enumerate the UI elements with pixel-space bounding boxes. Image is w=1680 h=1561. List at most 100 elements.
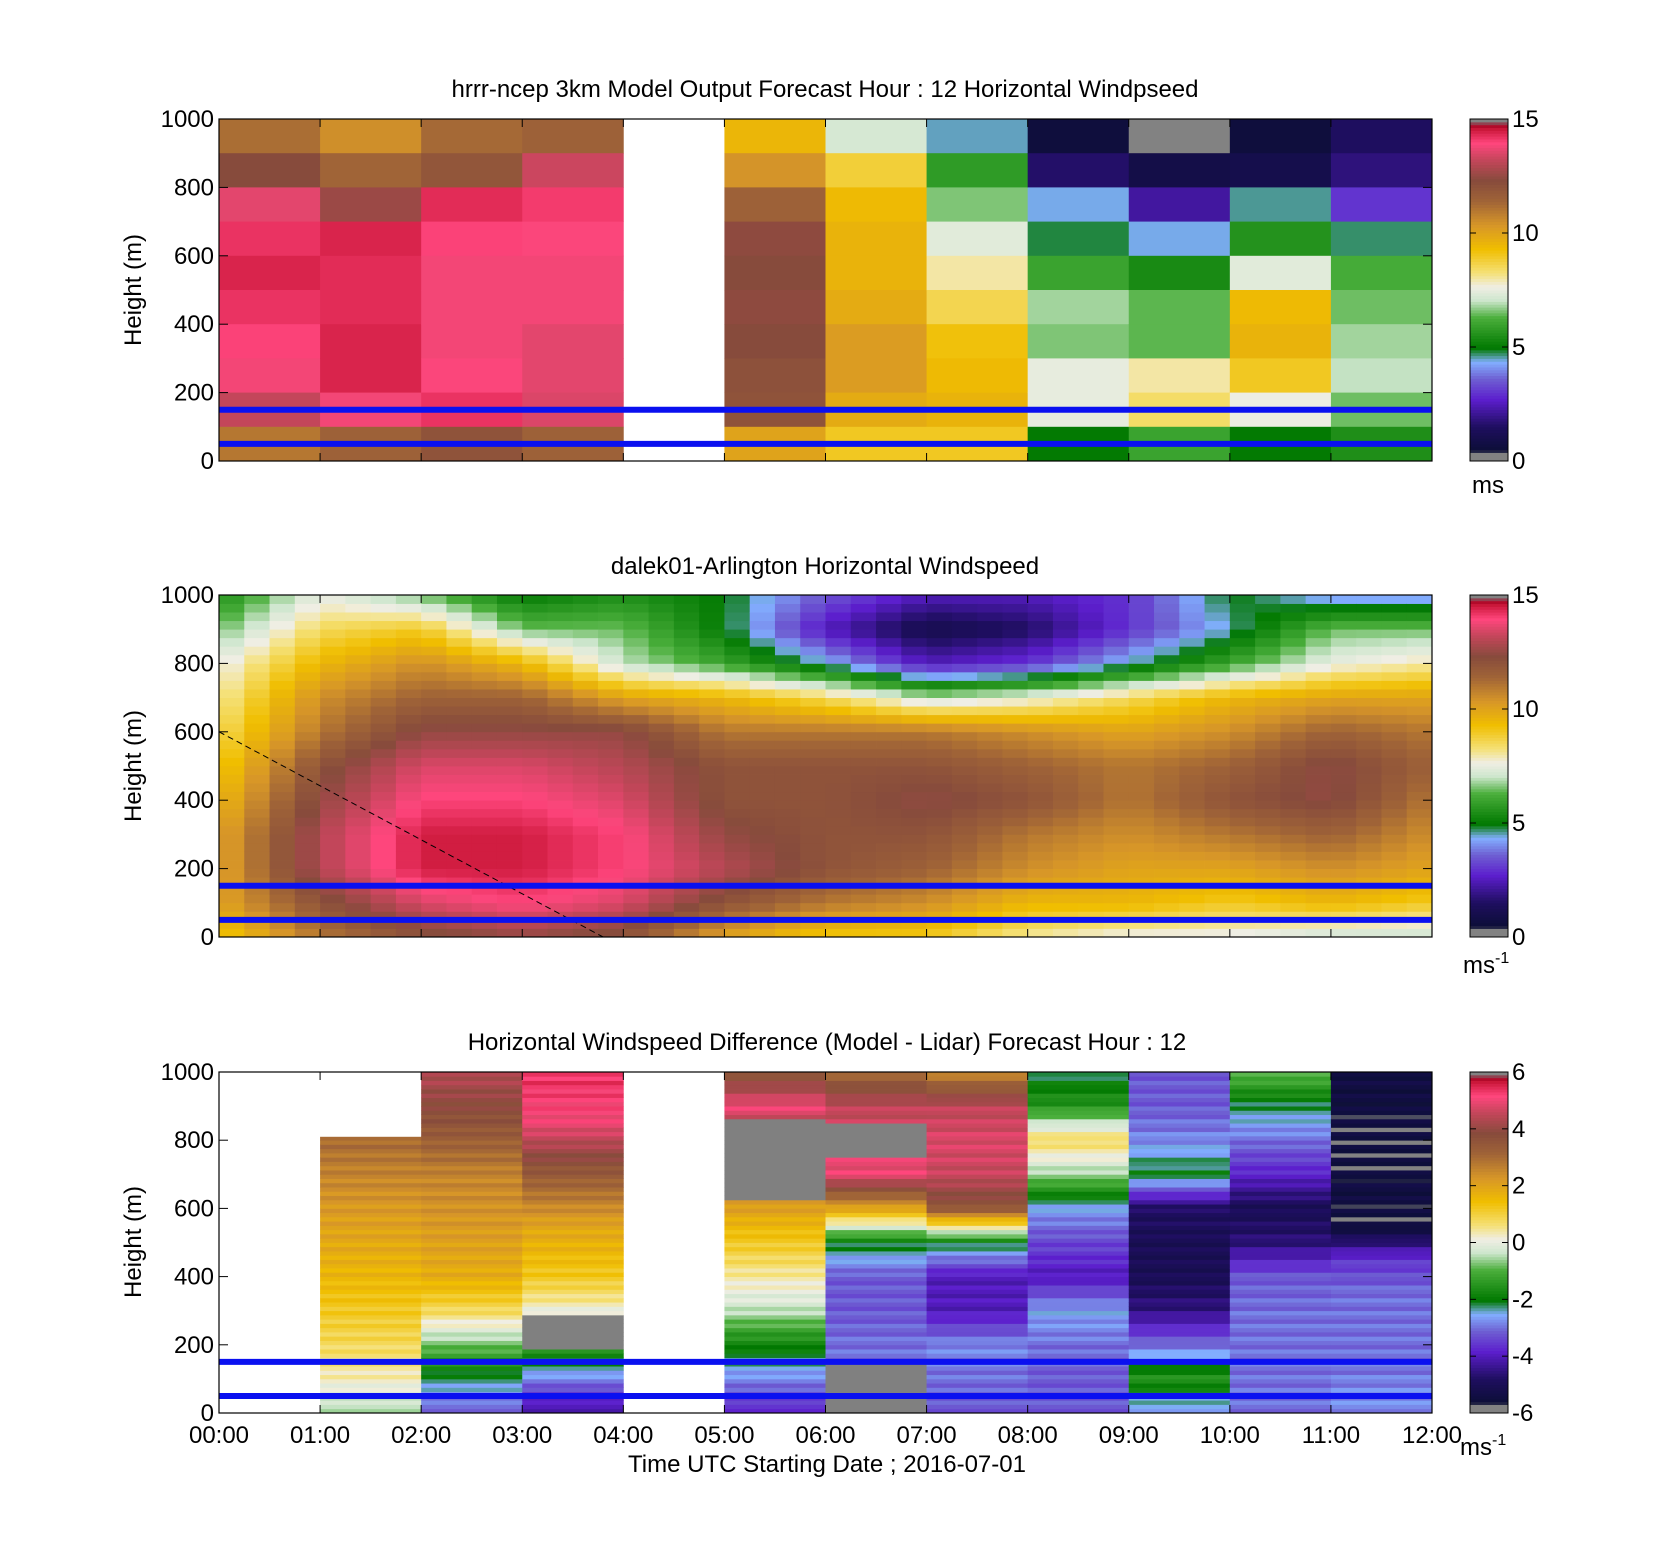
lidar-cell (1381, 706, 1408, 716)
lidar-cell (345, 612, 372, 622)
difference-cell (724, 1272, 826, 1277)
lidar-cell (749, 919, 776, 929)
difference-cell (1330, 1165, 1432, 1171)
lidar-cell (269, 620, 296, 630)
difference-cell (1229, 1161, 1332, 1167)
difference-cell (1330, 1293, 1432, 1299)
lidar-cell (294, 783, 321, 793)
lidar-cell (623, 868, 649, 878)
lidar-cell (1078, 620, 1104, 630)
lidar-cell (219, 697, 245, 707)
lidar-cell (1204, 808, 1231, 818)
difference-cell (1128, 1114, 1231, 1120)
colorbar-swatch (1470, 312, 1508, 317)
difference-cell (825, 1114, 927, 1120)
lidar-cell (673, 612, 700, 622)
model-cell (219, 358, 321, 393)
difference-cell (724, 1314, 826, 1320)
difference-cell (1027, 1221, 1130, 1226)
lidar-cell (901, 595, 927, 604)
lidar-cell (1381, 723, 1408, 733)
lidar-cell (850, 603, 877, 613)
difference-cell (522, 1306, 624, 1312)
lidar-cell (825, 825, 852, 835)
lidar-cell (1255, 706, 1281, 716)
lidar-cell (774, 620, 801, 630)
lidar-cell (1229, 603, 1256, 613)
colorbar-swatch (1470, 623, 1508, 627)
lidar-cell (901, 911, 927, 921)
lidar-cell (320, 637, 346, 647)
lidar-cell (1002, 783, 1029, 793)
lidar-cell (876, 689, 902, 698)
difference-cell (1229, 1165, 1332, 1171)
difference-cell (522, 1310, 624, 1316)
lidar-cell (623, 620, 649, 630)
difference-cell (421, 1238, 523, 1243)
model-cell (421, 221, 523, 257)
difference-cell (724, 1336, 826, 1341)
lidar-cell (598, 612, 624, 622)
colorbar-swatch (1470, 823, 1508, 827)
difference-cell (825, 1225, 927, 1231)
difference-cell (320, 1332, 422, 1337)
lidar-cell (421, 800, 447, 810)
lidar-cell (1128, 689, 1155, 698)
lidar-cell (572, 783, 599, 793)
lidar-cell (1002, 911, 1029, 921)
lidar-cell (1381, 919, 1408, 929)
lidar-cell (421, 919, 447, 929)
lidar-cell (1255, 637, 1281, 647)
lidar-cell (876, 774, 902, 784)
lidar-cell (446, 706, 473, 716)
lidar-cell (598, 757, 624, 767)
x-tick-label: 08:00 (998, 1422, 1058, 1449)
lidar-cell (395, 902, 422, 912)
lidar-cell (977, 774, 1003, 784)
lidar-cell (598, 680, 624, 690)
difference-cell (1330, 1251, 1432, 1256)
lidar-cell (370, 860, 397, 869)
difference-cell (825, 1182, 927, 1188)
colorbar-swatch (1470, 452, 1508, 456)
difference-cell (926, 1310, 1029, 1316)
colorbar-swatch (1470, 837, 1508, 841)
lidar-cell (724, 612, 751, 622)
lidar-cell (926, 902, 953, 912)
lidar-cell (572, 800, 599, 810)
difference-cell (1027, 1080, 1130, 1086)
lidar-cell (1103, 928, 1130, 937)
lidar-cell (1229, 612, 1256, 622)
lidar-cell (269, 706, 296, 716)
lidar-cell (1103, 894, 1130, 904)
difference-cell (926, 1170, 1029, 1175)
lidar-cell (1052, 834, 1079, 844)
lidar-cell (345, 654, 372, 664)
difference-cell (1027, 1123, 1130, 1128)
difference-cell (1027, 1148, 1130, 1154)
lidar-cell (1179, 714, 1205, 724)
lidar-cell (800, 911, 826, 921)
lidar-cell (572, 723, 599, 733)
lidar-cell (446, 860, 473, 869)
difference-x-axis: 00:00 01:00 02:00 03:00 04:00 05:00 06:00 07:00… (189, 1072, 1462, 1449)
lidar-cell (496, 680, 523, 690)
lidar-cell (421, 868, 447, 878)
lidar-cell (1255, 671, 1281, 681)
lidar-cell (901, 706, 927, 716)
model-cell (522, 358, 624, 393)
lidar-cell (850, 663, 877, 673)
lidar-cell (926, 731, 953, 741)
lidar-cell (623, 885, 649, 895)
colorbar-swatch (1470, 136, 1508, 140)
lidar-cell (1179, 620, 1205, 630)
difference-cell (320, 1378, 422, 1384)
lidar-cell (1330, 817, 1357, 827)
lidar-cell (522, 928, 548, 937)
difference-cell (1229, 1221, 1332, 1226)
lidar-cell (1330, 834, 1357, 844)
lidar-cell (673, 808, 700, 818)
difference-cell (1027, 1310, 1130, 1316)
lidar-cell (699, 791, 725, 801)
lidar-cell (1356, 885, 1382, 895)
